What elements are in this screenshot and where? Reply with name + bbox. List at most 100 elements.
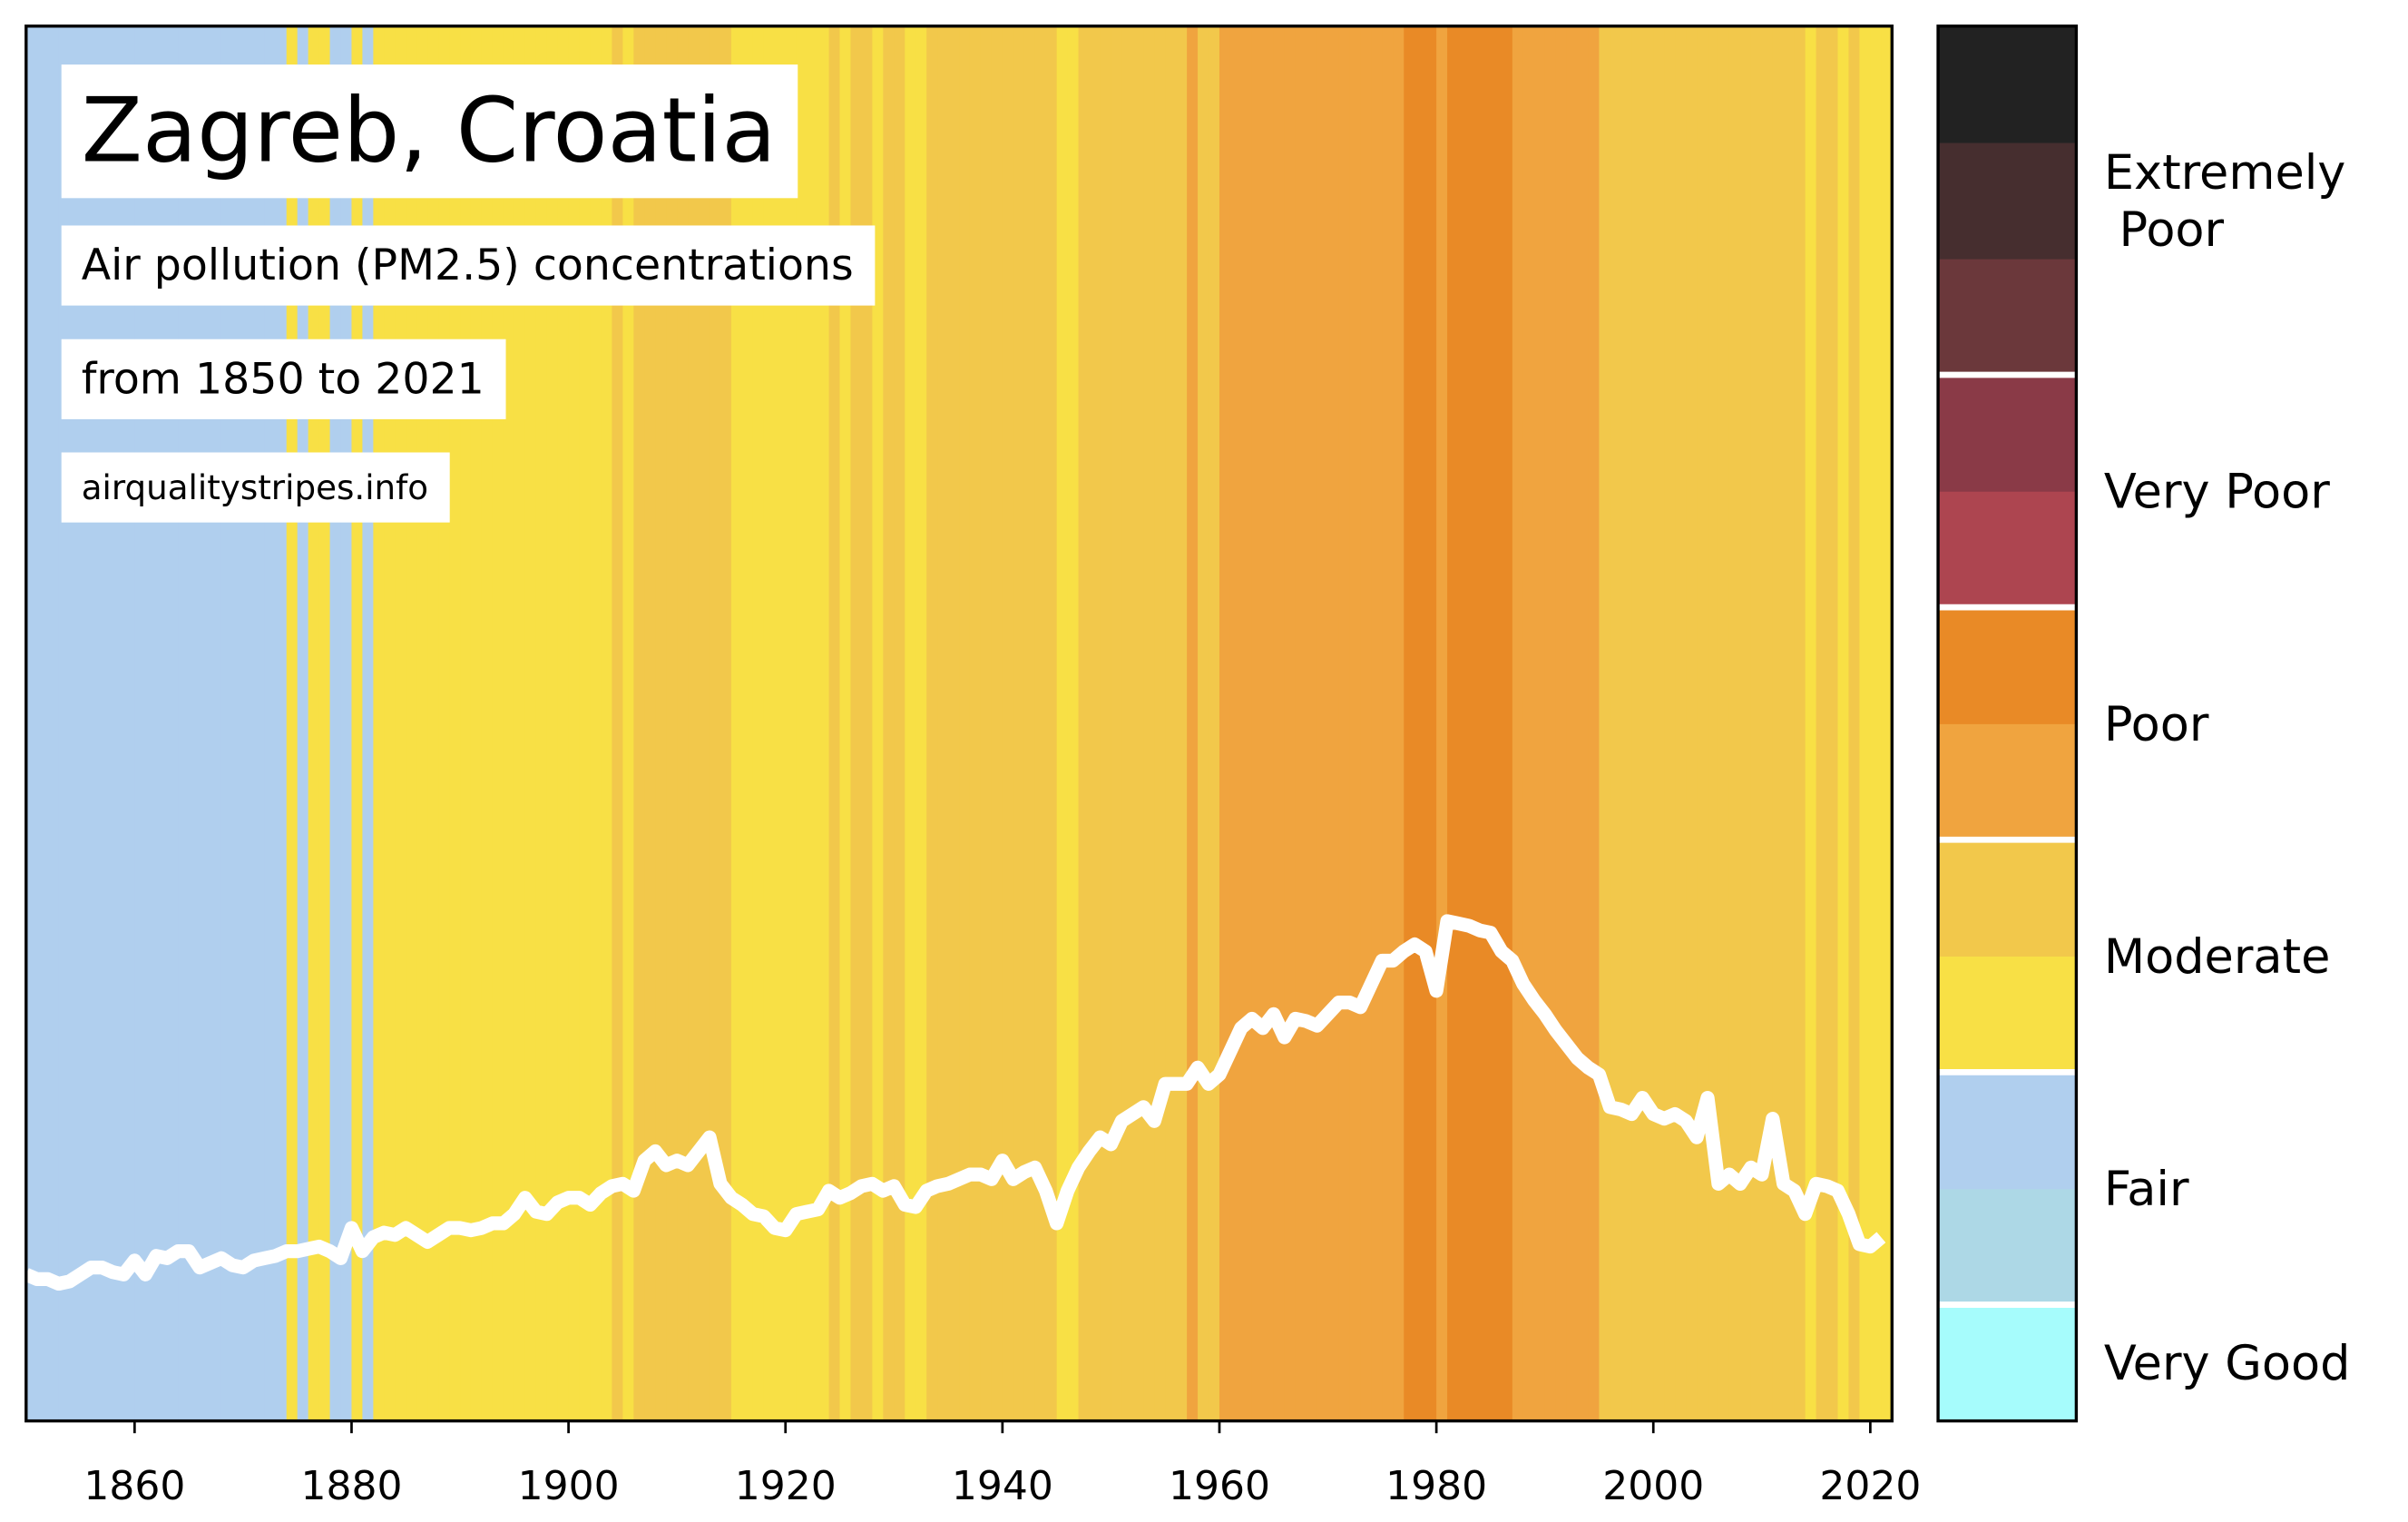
stripe — [883, 25, 896, 1421]
colorbar-segment — [1938, 258, 2077, 376]
stripe — [1490, 25, 1503, 1421]
stripe — [1555, 25, 1568, 1421]
stripe — [1034, 25, 1047, 1421]
colorbar-label: Very Poor — [2104, 465, 2330, 520]
stripe — [937, 25, 950, 1421]
stripe — [699, 25, 711, 1421]
stripe — [1750, 25, 1763, 1421]
stripe — [752, 25, 765, 1421]
stripe — [579, 25, 592, 1421]
source-text-box — [61, 452, 450, 523]
stripe — [991, 25, 1003, 1421]
stripe — [1078, 25, 1091, 1421]
stripe — [741, 25, 754, 1421]
stripe — [1870, 25, 1883, 1421]
colorbar-segment — [1938, 374, 2077, 492]
stripe — [1588, 25, 1600, 1421]
stripe — [1881, 25, 1894, 1421]
stripe — [535, 25, 548, 1421]
stripe — [1739, 25, 1752, 1421]
stripe — [948, 25, 961, 1421]
colorbar-label: Very Good — [2104, 1336, 2351, 1391]
stripe — [1327, 25, 1340, 1421]
stripe — [1599, 25, 1611, 1421]
stripe — [1306, 25, 1318, 1421]
stripe — [1816, 25, 1828, 1421]
stripe — [1132, 25, 1145, 1421]
stripe — [774, 25, 787, 1421]
stripe — [1522, 25, 1535, 1421]
stripe — [1284, 25, 1297, 1421]
colorbar: Very Good Fair Moderate Poor Very Poor Extrem… — [1936, 25, 2351, 1423]
period-text-box — [61, 339, 506, 419]
x-tick-label: 1900 — [518, 1463, 620, 1509]
stripe — [1165, 25, 1178, 1421]
stripe — [1023, 25, 1036, 1421]
stripe — [1610, 25, 1622, 1421]
stripe — [688, 25, 700, 1421]
stripe — [1414, 25, 1427, 1421]
title-boxes: Zagreb, Croatia Air pollution (PM2.5) con… — [61, 64, 876, 523]
stripe — [1143, 25, 1156, 1421]
stripe — [1761, 25, 1774, 1421]
stripe — [36, 25, 49, 1421]
stripe — [1425, 25, 1438, 1421]
stripe — [1240, 25, 1253, 1421]
stripe — [894, 25, 906, 1421]
colorbar-segment — [1938, 1188, 2077, 1306]
stripe — [730, 25, 743, 1421]
subtitle: Air pollution (PM2.5) concentrations — [82, 241, 854, 290]
stripe — [25, 25, 38, 1421]
x-tick-label: 2020 — [1819, 1463, 1921, 1509]
stripe — [1544, 25, 1557, 1421]
stripe — [1121, 25, 1134, 1421]
stripe — [1251, 25, 1264, 1421]
stripe — [1436, 25, 1449, 1421]
stripe — [1848, 25, 1861, 1421]
stripe — [1718, 25, 1730, 1421]
stripe — [1187, 25, 1199, 1421]
stripe — [861, 25, 874, 1421]
x-tick-label: 1980 — [1385, 1463, 1487, 1509]
stripe — [719, 25, 732, 1421]
stripe — [644, 25, 657, 1421]
stripe — [785, 25, 798, 1421]
stripe — [1686, 25, 1698, 1421]
stripe — [1826, 25, 1839, 1421]
colorbar-segment — [1938, 956, 2077, 1074]
stripe — [655, 25, 668, 1421]
stripe — [1404, 25, 1416, 1421]
x-tick-label: 1880 — [300, 1463, 402, 1509]
stripe — [926, 25, 939, 1421]
subtitle-box — [61, 225, 876, 306]
stripe — [763, 25, 776, 1421]
stripe — [1468, 25, 1481, 1421]
stripe — [1198, 25, 1210, 1421]
stripe — [1209, 25, 1221, 1421]
stripe — [1728, 25, 1741, 1421]
colorbar-segment — [1938, 840, 2077, 957]
colorbar-segment — [1938, 142, 2077, 260]
stripe — [590, 25, 602, 1421]
stripe — [872, 25, 885, 1421]
x-tick-label: 1960 — [1169, 1463, 1270, 1509]
stripe — [47, 25, 60, 1421]
stripe — [633, 25, 646, 1421]
stripe — [1219, 25, 1231, 1421]
period-text: from 1850 to 2021 — [82, 354, 485, 404]
stripe — [1837, 25, 1850, 1421]
stripe — [1382, 25, 1395, 1421]
stripe — [828, 25, 841, 1421]
stripe — [1262, 25, 1275, 1421]
stripe — [503, 25, 515, 1421]
stripe — [1533, 25, 1546, 1421]
stripe — [807, 25, 819, 1421]
stripe — [1794, 25, 1806, 1421]
stripe — [850, 25, 863, 1421]
colorbar-label: Poor — [2104, 697, 2209, 752]
stripe — [1447, 25, 1460, 1421]
stripe — [1512, 25, 1524, 1421]
stripe — [1360, 25, 1373, 1421]
stripe — [1067, 25, 1080, 1421]
